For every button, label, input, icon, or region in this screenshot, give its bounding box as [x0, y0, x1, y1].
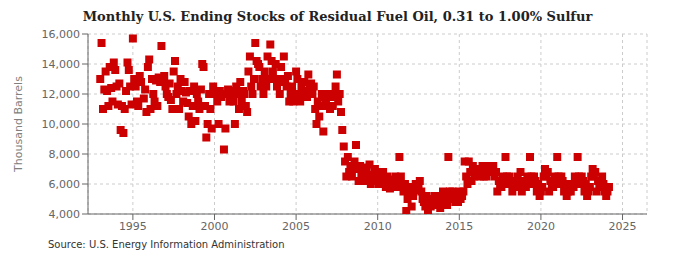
svg-text:2010: 2010 [364, 220, 392, 233]
svg-text:4,000: 4,000 [49, 208, 81, 221]
svg-text:6,000: 6,000 [49, 178, 81, 191]
svg-text:Thousand Barrels: Thousand Barrels [12, 76, 25, 173]
svg-text:8,000: 8,000 [49, 148, 81, 161]
svg-text:1995: 1995 [119, 220, 147, 233]
svg-text:2020: 2020 [527, 220, 555, 233]
svg-text:2025: 2025 [609, 220, 637, 233]
svg-text:2015: 2015 [445, 220, 473, 233]
svg-text:2000: 2000 [200, 220, 228, 233]
svg-text:16,000: 16,000 [42, 28, 81, 41]
svg-text:10,000: 10,000 [42, 118, 81, 131]
html-text:Source: U.S. Energy Informatio: Source: U.S. Energy Information Administ… [48, 239, 285, 250]
svg-text:14,000: 14,000 [42, 58, 81, 71]
svg-text:12,000: 12,000 [42, 88, 81, 101]
html-text:Monthly U.S. Ending Stocks of: Monthly U.S. Ending Stocks of Residual F… [82, 9, 593, 24]
svg-text:2005: 2005 [282, 220, 310, 233]
